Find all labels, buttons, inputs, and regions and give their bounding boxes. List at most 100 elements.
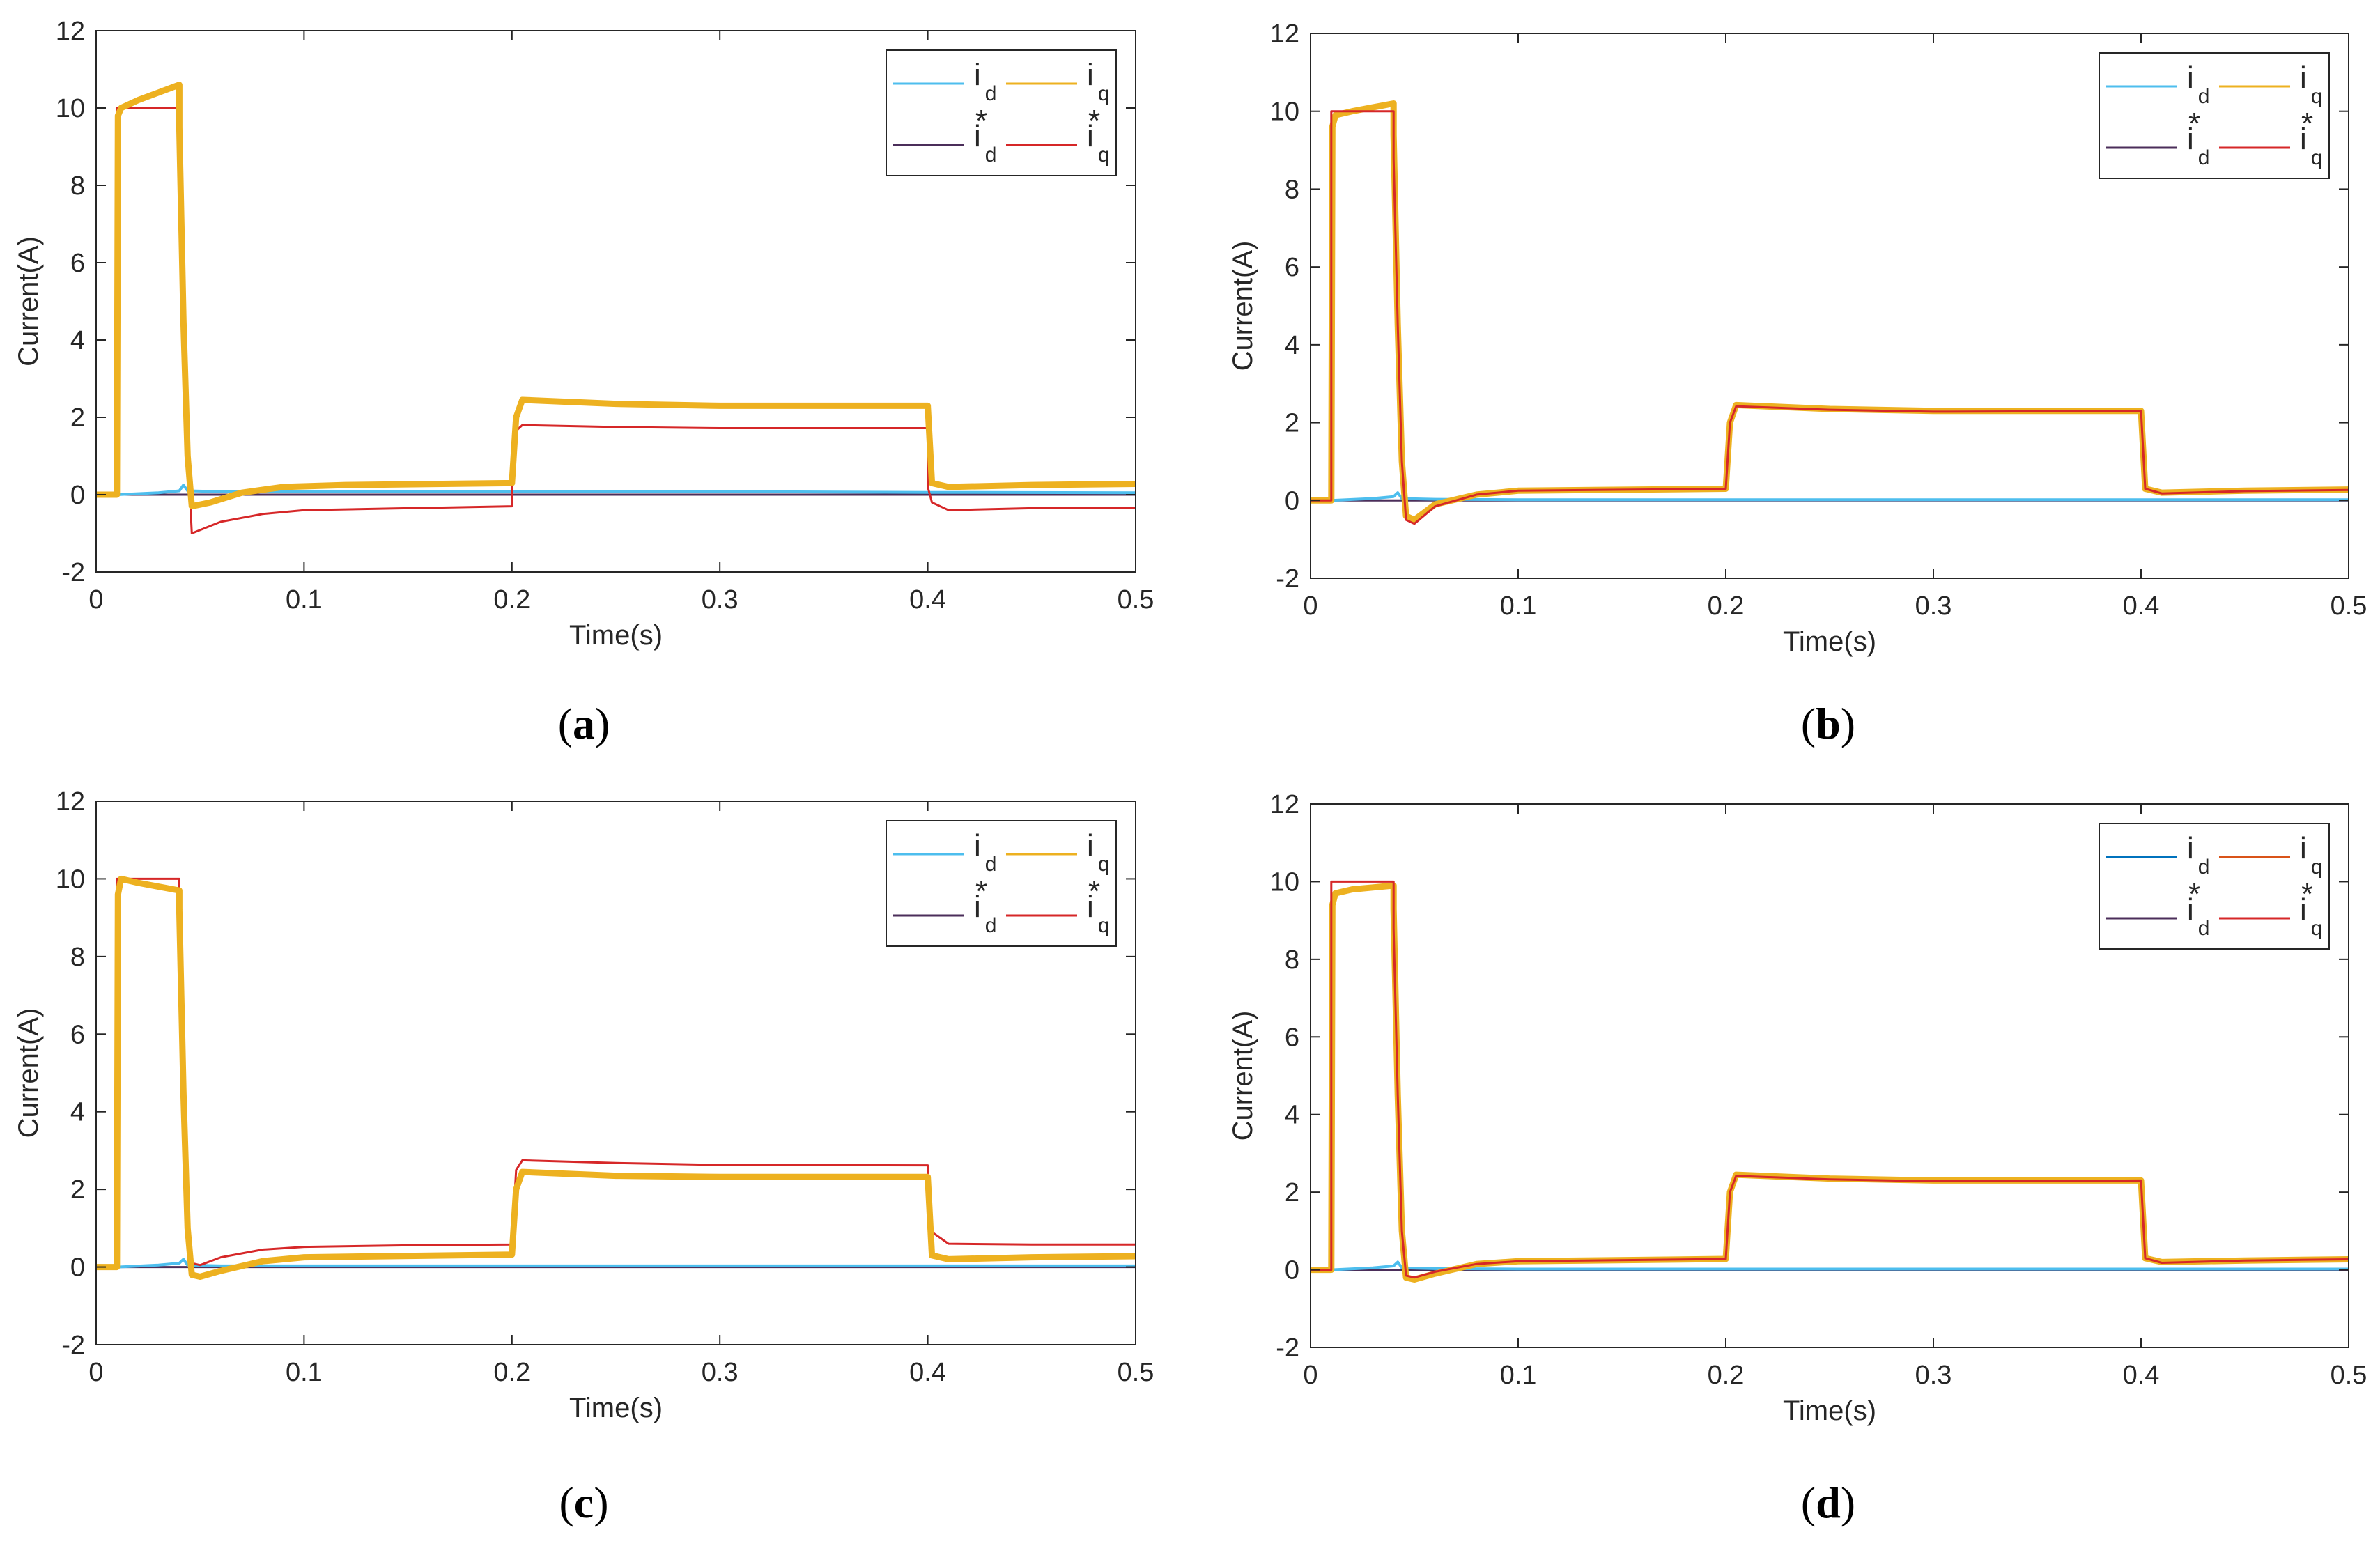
y-tick-label: 6: [1285, 1023, 1299, 1052]
legend-label: id: [2187, 831, 2209, 879]
y-axis-label: Current(A): [13, 236, 44, 366]
y-tick-label: 8: [70, 171, 85, 201]
y-tick-label: 2: [70, 403, 85, 433]
panel-caption: (b): [1801, 699, 1855, 748]
legend-label: iq: [2300, 892, 2322, 940]
y-tick-label: -2: [1276, 1334, 1299, 1363]
series-line-id: [1311, 1260, 2349, 1271]
y-tick-label: 6: [70, 1020, 85, 1049]
x-tick-label: 0.2: [493, 585, 530, 614]
y-tick-label: 8: [1285, 945, 1299, 975]
legend-label: id: [2187, 61, 2209, 108]
legend-star: *: [1088, 104, 1100, 138]
series-line-id: [96, 484, 1136, 496]
legend-label: id: [974, 890, 996, 937]
legend-label: iq: [2300, 122, 2322, 169]
legend-label: id: [974, 58, 996, 105]
x-tick-label: 0: [88, 585, 103, 614]
legend-box: [886, 820, 1117, 947]
axes-box: [1310, 33, 2349, 579]
y-tick-label: 4: [70, 1098, 85, 1127]
x-tick-label: 0.1: [286, 585, 323, 614]
y-tick-label: 4: [70, 326, 85, 355]
x-tick-label: 0: [88, 1358, 103, 1387]
x-axis-label: Time(s): [1783, 1396, 1876, 1426]
y-tick-label: 2: [1285, 409, 1299, 438]
y-tick-label: 6: [70, 249, 85, 278]
series-line-iq: [96, 82, 1136, 510]
y-tick-label: 8: [1285, 175, 1299, 204]
plot-area: [96, 82, 1136, 534]
chart-panel-a: 0 0.1 0.2 0.3 0.4 0.5-2024681012Time(s)Curren…: [13, 17, 1154, 748]
x-tick-label: 0.3: [702, 1358, 739, 1387]
plot-area: [96, 875, 1136, 1280]
x-tick-label: 0.1: [1500, 1361, 1537, 1390]
y-tick-label: -2: [61, 558, 85, 587]
legend-star: *: [2188, 107, 2200, 141]
y-tick-label: 6: [1285, 253, 1299, 282]
x-tick-label: 0.2: [1708, 1361, 1745, 1390]
panel-caption: (c): [559, 1478, 608, 1527]
y-tick-label: -2: [61, 1331, 85, 1360]
x-tick-label: 0: [1303, 1361, 1318, 1390]
y-tick-label: 4: [1285, 331, 1299, 360]
legend-star: *: [2188, 877, 2200, 911]
panel-caption: (d): [1801, 1478, 1855, 1527]
series-line-iq: [96, 875, 1136, 1280]
y-tick-label: 10: [56, 865, 85, 894]
y-tick-label: 4: [1285, 1101, 1299, 1130]
x-tick-label: 0.3: [1915, 1361, 1952, 1390]
x-tick-label: 0.4: [909, 1358, 946, 1387]
y-tick-label: 0: [1285, 486, 1299, 516]
y-tick-label: 0: [70, 1253, 85, 1283]
y-tick-label: 12: [56, 787, 85, 817]
legend-label: id: [2187, 892, 2209, 940]
x-tick-label: 0.5: [1118, 1358, 1154, 1387]
legend-box: [2099, 823, 2330, 950]
x-axis-label: Time(s): [569, 1393, 663, 1423]
legend-label: id: [974, 119, 996, 167]
chart-panel-d: 0 0.1 0.2 0.3 0.4 0.5-2024681012Time(s)Curren…: [1228, 790, 2367, 1527]
legend-label: id: [974, 828, 996, 876]
y-tick-label: 0: [1285, 1256, 1299, 1285]
y-axis-label: Current(A): [1228, 241, 1258, 371]
plot-area: [1311, 100, 2349, 525]
axes-box: [95, 30, 1136, 573]
y-tick-label: -2: [1276, 564, 1299, 594]
x-tick-label: 0.3: [702, 585, 739, 614]
legend-label: id: [2187, 122, 2209, 169]
x-tick-label: 0.4: [2123, 592, 2160, 621]
x-tick-label: 0.1: [1500, 592, 1537, 621]
y-axis-label: Current(A): [13, 1008, 44, 1138]
y-tick-label: 12: [1270, 20, 1299, 49]
legend-label: iq: [2300, 831, 2322, 879]
y-tick-label: 2: [1285, 1178, 1299, 1207]
plot-area: [1311, 880, 2349, 1283]
x-axis-label: Time(s): [1783, 626, 1876, 657]
legend-box: [886, 49, 1117, 176]
x-tick-label: 0: [1303, 592, 1318, 621]
y-axis-label: Current(A): [1228, 1011, 1258, 1141]
legend-star: *: [975, 104, 987, 138]
legend-star: *: [2301, 107, 2313, 141]
y-tick-label: 12: [1270, 790, 1299, 819]
chart-panel-c: 0 0.1 0.2 0.3 0.4 0.5-2024681012Time(s)Curren…: [13, 787, 1154, 1527]
legend-label: iq: [1087, 828, 1109, 876]
x-tick-label: 0.1: [286, 1358, 323, 1387]
x-tick-label: 0.5: [2331, 1361, 2367, 1390]
legend-label: iq: [1087, 58, 1109, 105]
series-line-id: [1311, 491, 2349, 502]
series-line-id: [96, 1258, 1136, 1269]
y-tick-label: 10: [56, 94, 85, 123]
y-tick-label: 10: [1270, 867, 1299, 897]
x-tick-label: 0.2: [1708, 592, 1745, 621]
y-tick-label: 10: [1270, 98, 1299, 127]
x-tick-label: 0.5: [2331, 592, 2367, 621]
axes-box: [1310, 803, 2349, 1348]
x-tick-label: 0.4: [2123, 1361, 2160, 1390]
x-tick-label: 0.4: [909, 585, 946, 614]
legend-label: iq: [1087, 119, 1109, 167]
